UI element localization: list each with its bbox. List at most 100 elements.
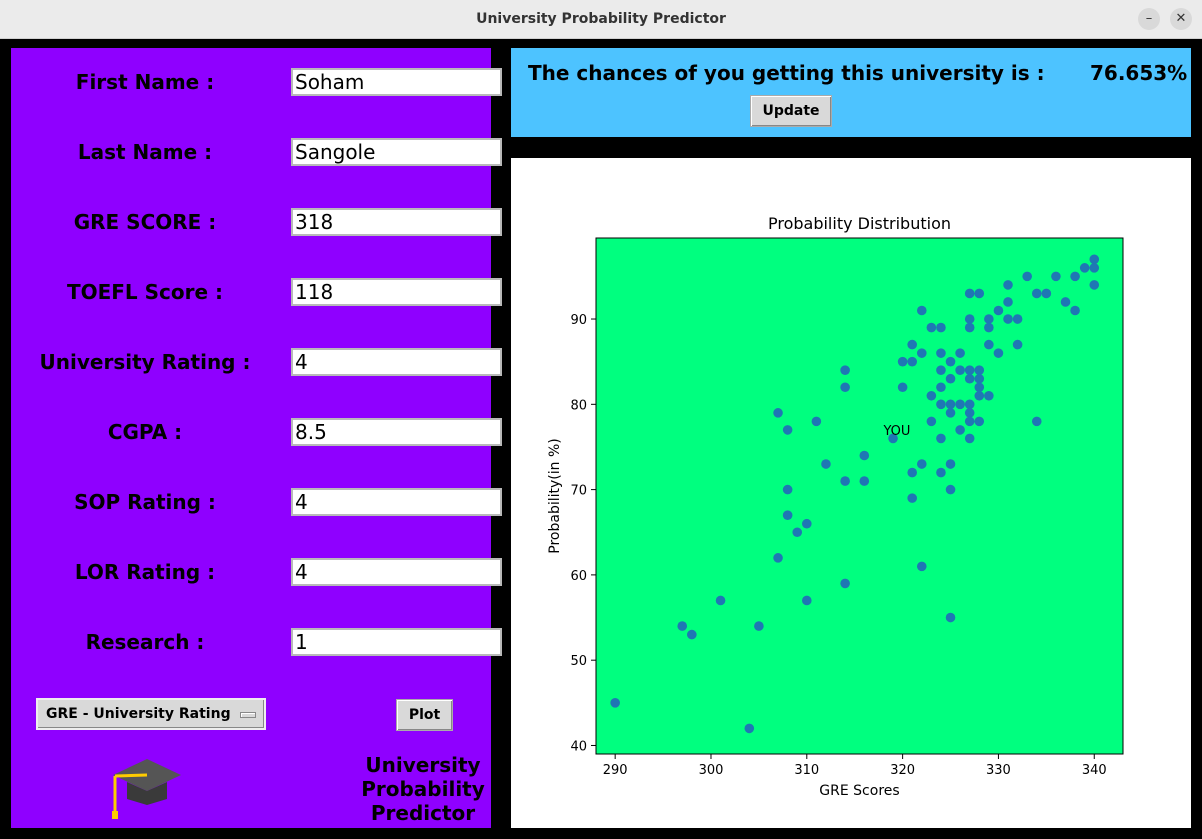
y-tick-label: 70 [570, 484, 587, 499]
data-point [974, 416, 985, 427]
app-name: University Probability Predictor [351, 753, 495, 825]
data-point [916, 561, 927, 572]
plot-type-value: GRE - University Rating [46, 706, 231, 722]
data-point [964, 288, 975, 299]
x-tick-label: 310 [794, 763, 819, 778]
data-point [1003, 314, 1013, 324]
data-point [926, 416, 937, 427]
lor-rating-input[interactable] [291, 558, 502, 586]
data-point [964, 365, 975, 375]
data-point [610, 698, 620, 708]
data-point [782, 484, 793, 495]
x-axis-label: GRE Scores [819, 783, 899, 799]
app-name-line: University [365, 753, 481, 777]
data-point [916, 348, 927, 358]
y-tick-label: 80 [570, 398, 587, 413]
university-rating-label: University Rating : [39, 350, 251, 374]
data-point [802, 595, 812, 606]
update-button[interactable]: Update [750, 95, 832, 127]
data-point [744, 723, 755, 734]
cgpa-label: CGPA : [107, 420, 183, 444]
data-point [945, 373, 956, 384]
data-point [964, 408, 975, 418]
data-point [936, 382, 946, 393]
chart-title: Probability Distribution [768, 214, 951, 233]
minimize-button[interactable]: – [1138, 8, 1160, 30]
plot-panel: 290 300 310 320 330 340 40 50 60 70 80 90 Probabilit… [511, 158, 1191, 828]
data-point [1089, 280, 1100, 290]
result-value: 76.653% [1090, 61, 1188, 85]
cgpa-input[interactable] [291, 418, 502, 446]
data-point [782, 510, 793, 520]
app-name-line: Predictor [370, 801, 476, 825]
data-point [773, 553, 783, 563]
data-point [1070, 305, 1080, 316]
data-point [926, 322, 937, 333]
data-point [1022, 271, 1032, 282]
research-input[interactable] [291, 628, 502, 656]
data-point [964, 416, 975, 427]
app-name-line: Probability [361, 777, 485, 801]
data-point [984, 390, 994, 401]
data-point [964, 433, 975, 444]
data-point [936, 348, 946, 358]
sop-rating-label: SOP Rating : [74, 490, 216, 514]
data-point [1089, 254, 1100, 265]
y-tick-label: 60 [570, 569, 587, 584]
data-point [907, 356, 917, 367]
plot-type-select[interactable]: GRE - University Rating [36, 698, 266, 730]
data-point [821, 459, 831, 469]
data-point [859, 450, 870, 461]
data-point [916, 305, 927, 316]
data-point [907, 493, 917, 503]
input-panel: First Name : Last Name : GRE SCORE : TOE… [11, 48, 502, 828]
data-point [926, 390, 937, 401]
x-tick-label: 300 [699, 763, 724, 778]
data-point [897, 356, 908, 367]
y-tick-label: 50 [570, 654, 587, 669]
data-point [1003, 297, 1013, 307]
data-point [1031, 416, 1042, 427]
data-point [993, 348, 1004, 358]
first-name-label: First Name : [75, 70, 215, 94]
result-panel: The chances of you getting this universi… [511, 48, 1191, 137]
data-point [945, 612, 956, 623]
data-point [964, 322, 975, 333]
data-point [840, 476, 850, 486]
x-tick-label: 340 [1082, 763, 1107, 778]
last-name-input[interactable] [291, 138, 502, 166]
data-point [916, 459, 927, 469]
data-point [974, 373, 985, 384]
data-point [936, 467, 946, 478]
data-point [964, 314, 975, 324]
data-point [687, 629, 697, 640]
plot-area [595, 237, 1124, 755]
data-point [840, 382, 850, 393]
plot-button[interactable]: Plot [396, 699, 453, 731]
result-text: The chances of you getting this universi… [528, 61, 1045, 85]
data-point [945, 484, 956, 495]
y-axis-label: Probability(in %) [547, 438, 563, 553]
sop-rating-input[interactable] [291, 488, 502, 516]
data-point [897, 382, 908, 393]
gre-score-input[interactable] [291, 208, 502, 236]
toefl-score-input[interactable] [291, 278, 502, 306]
data-point [773, 408, 783, 418]
graduation-cap-icon [112, 759, 181, 819]
research-label: Research : [85, 630, 205, 654]
gre-score-label: GRE SCORE : [73, 210, 217, 234]
data-point [993, 305, 1004, 316]
data-point [964, 373, 975, 384]
title-bar: University Probability Predictor – ✕ [0, 0, 1202, 39]
data-point [974, 382, 985, 393]
data-point [945, 408, 956, 418]
data-point [1031, 288, 1042, 299]
university-rating-input[interactable] [291, 348, 502, 376]
data-point [955, 399, 965, 410]
close-button[interactable]: ✕ [1170, 8, 1192, 30]
data-point [1041, 288, 1052, 299]
data-point [974, 365, 985, 375]
data-point [974, 390, 985, 401]
first-name-input[interactable] [291, 68, 502, 96]
data-point [984, 314, 994, 324]
